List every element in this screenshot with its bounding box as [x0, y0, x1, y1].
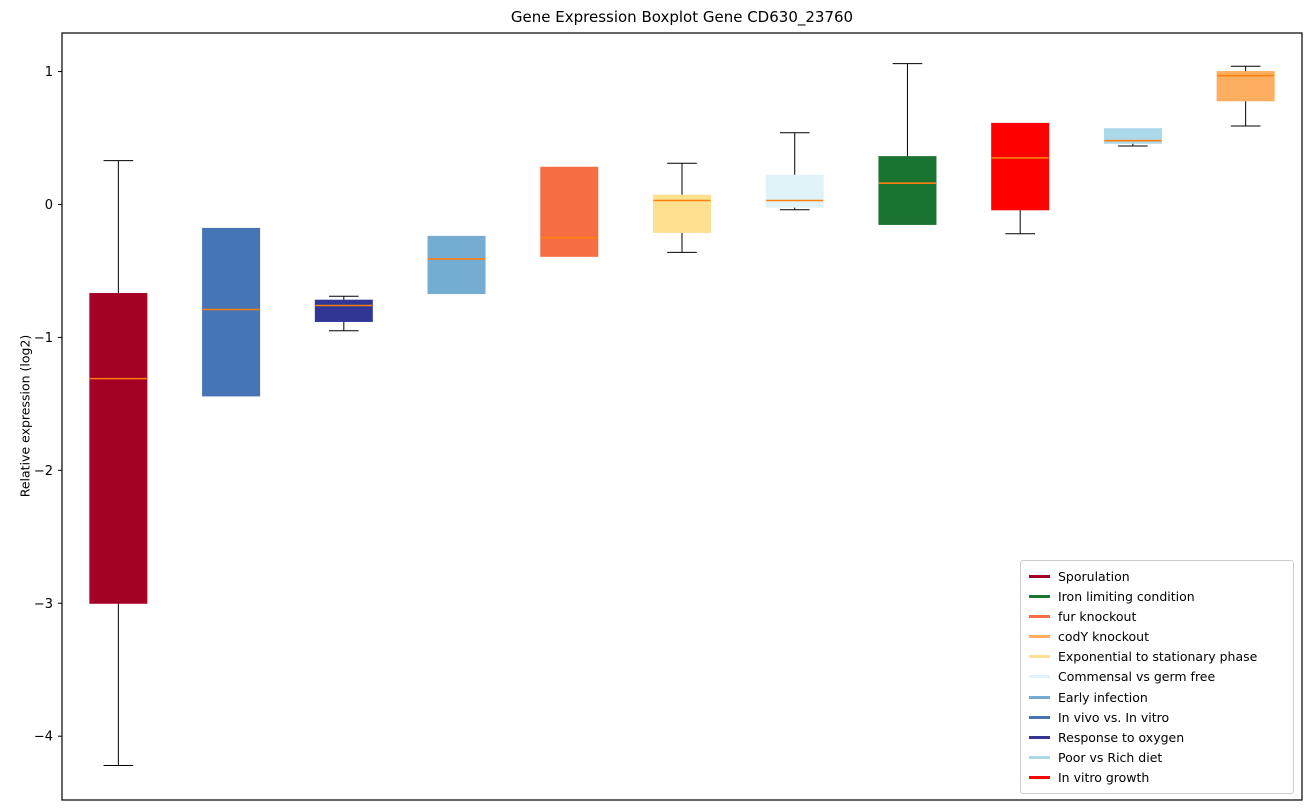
y-tick-label: −4 — [34, 730, 53, 745]
y-tick-label: 1 — [45, 65, 53, 80]
legend-swatch — [1029, 655, 1050, 659]
legend-swatch — [1029, 776, 1050, 780]
box-in-vivo-vs-in-vitro — [202, 227, 261, 397]
legend-swatch — [1029, 635, 1050, 639]
legend-item: Sporulation — [1029, 566, 1285, 586]
legend-label: Poor vs Rich diet — [1058, 750, 1163, 766]
box-iron-limiting-condition — [878, 156, 937, 225]
box-response-to-oxygen — [314, 299, 373, 322]
legend-item: In vitro growth — [1029, 768, 1285, 788]
legend: Sporulation Iron limiting condition fur kn… — [1020, 560, 1294, 794]
box-sporulation — [89, 293, 148, 604]
legend-label: fur knockout — [1058, 608, 1137, 624]
legend-label: In vivo vs. In vitro — [1058, 709, 1170, 725]
y-tick-label: 0 — [45, 198, 53, 213]
box-poor-vs-rich-diet — [1103, 128, 1162, 144]
legend-item: In vivo vs. In vitro — [1029, 707, 1285, 727]
axes-frame — [61, 32, 1303, 801]
legend-item: Early infection — [1029, 687, 1285, 707]
legend-label: Sporulation — [1058, 568, 1130, 584]
legend-item: fur knockout — [1029, 606, 1285, 626]
legend-label: Iron limiting condition — [1058, 588, 1195, 604]
legend-item: Iron limiting condition — [1029, 586, 1285, 606]
legend-swatch — [1029, 614, 1050, 618]
legend-swatch — [1029, 695, 1050, 699]
legend-label: codY knockout — [1058, 629, 1150, 645]
box-exponential-to-stationary-phase — [653, 194, 711, 233]
legend-swatch — [1029, 735, 1050, 739]
y-tick-label: −1 — [34, 331, 53, 346]
legend-swatch — [1029, 594, 1050, 598]
legend-label: Exponential to stationary phase — [1058, 649, 1258, 665]
legend-label: In vitro growth — [1058, 770, 1150, 786]
y-tick-label: −3 — [34, 597, 53, 612]
box-cody-knockout — [1216, 71, 1275, 102]
chart-title: Gene Expression Boxplot Gene CD630_23760 — [510, 8, 854, 26]
legend-item: codY knockout — [1029, 627, 1285, 647]
legend-swatch — [1029, 756, 1050, 760]
legend-swatch — [1029, 574, 1050, 578]
box-early-infection — [427, 235, 486, 295]
legend-item: Response to oxygen — [1029, 727, 1285, 747]
legend-label: Commensal vs germ free — [1058, 669, 1216, 685]
legend-item: Poor vs Rich diet — [1029, 748, 1285, 768]
legend-label: Early infection — [1058, 689, 1148, 705]
y-tick-label: −2 — [34, 464, 53, 479]
box-commensal-vs-germ-free — [765, 174, 824, 208]
legend-swatch — [1029, 675, 1050, 679]
box-fur-knockout — [540, 166, 599, 257]
box-in-vitro-growth — [991, 122, 1050, 211]
legend-item: Exponential to stationary phase — [1029, 647, 1285, 667]
legend-label: Response to oxygen — [1058, 729, 1185, 745]
legend-item: Commensal vs germ free — [1029, 667, 1285, 687]
legend-swatch — [1029, 715, 1050, 719]
